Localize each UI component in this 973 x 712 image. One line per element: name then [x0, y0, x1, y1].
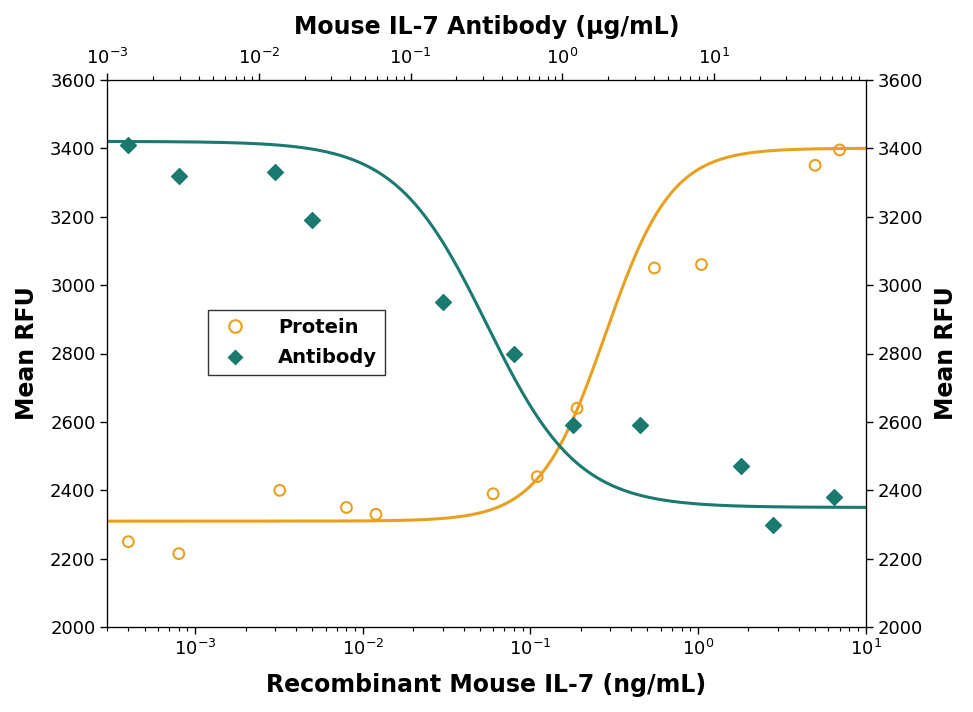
Point [486, 488, 501, 500]
X-axis label: Recombinant Mouse IL-7 (ng/mL): Recombinant Mouse IL-7 (ng/mL) [267, 673, 706, 697]
Point [832, 145, 847, 156]
Point [826, 491, 842, 503]
Legend: Protein, Antibody: Protein, Antibody [208, 310, 385, 375]
Point [368, 508, 383, 520]
Point [171, 548, 187, 560]
Point [765, 519, 780, 530]
Point [506, 347, 522, 359]
Point [529, 471, 545, 482]
Point [569, 402, 585, 414]
Point [565, 419, 581, 431]
Point [339, 502, 354, 513]
Point [435, 296, 450, 308]
Point [733, 461, 748, 472]
Point [272, 485, 288, 496]
Point [171, 170, 187, 182]
Point [647, 262, 663, 273]
Point [694, 259, 709, 271]
Point [808, 159, 823, 171]
Point [121, 139, 136, 150]
Y-axis label: Mean RFU: Mean RFU [15, 287, 39, 420]
Y-axis label: Mean RFU: Mean RFU [934, 287, 958, 420]
Point [121, 536, 136, 548]
Point [632, 419, 648, 431]
Point [268, 167, 283, 178]
X-axis label: Mouse IL-7 Antibody (μg/mL): Mouse IL-7 Antibody (μg/mL) [294, 15, 679, 39]
Point [305, 214, 320, 226]
